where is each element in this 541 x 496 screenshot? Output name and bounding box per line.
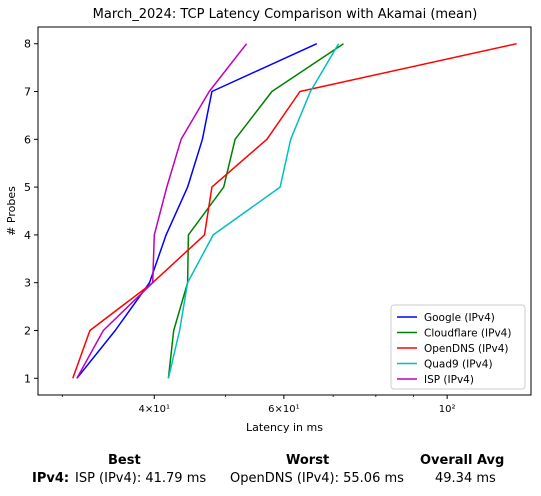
y-axis-label: # Probes (5, 186, 18, 236)
best-value: ISP (IPv4): 41.79 ms (75, 471, 207, 486)
legend-label: OpenDNS (IPv4) (424, 343, 509, 355)
series-group (72, 42, 517, 379)
x-tick-label: 6×10¹ (268, 404, 299, 415)
series-line (72, 42, 517, 379)
series-line (76, 43, 318, 379)
y-tick-label: 4 (24, 229, 31, 242)
overall-avg-header: Overall Avg (420, 453, 505, 468)
y-tick-label: 2 (24, 324, 31, 337)
legend-label: Cloudflare (IPv4) (424, 328, 511, 340)
legend-label: Quad9 (IPv4) (424, 359, 493, 371)
chart-title: March_2024: TCP Latency Comparison with … (93, 7, 478, 22)
x-axis-label: Latency in ms (246, 421, 323, 434)
x-axis: 4×10¹ 6×10¹ 10² (61, 395, 456, 415)
legend-box (390, 304, 526, 390)
series-line (76, 43, 248, 379)
worst-value: OpenDNS (IPv4): 55.06 ms (230, 471, 404, 486)
y-tick-label: 7 (24, 86, 31, 99)
summary-table: Best Worst Overall Avg IPv4: ISP (IPv4):… (0, 450, 541, 496)
legend: Google (IPv4) Cloudflare (IPv4) OpenDNS (I… (390, 304, 526, 390)
latency-chart: March_2024: TCP Latency Comparison with … (5, 7, 532, 434)
y-tick-label: 5 (24, 181, 31, 194)
y-axis: 1 2 3 4 5 6 7 8 (24, 38, 38, 385)
y-tick-label: 1 (24, 372, 31, 385)
y-tick-label: 8 (24, 38, 31, 51)
legend-label: ISP (IPv4) (424, 374, 474, 386)
overall-avg-value: 49.34 ms (435, 471, 496, 486)
plot-area (37, 26, 532, 396)
y-tick-label: 3 (24, 277, 31, 290)
x-tick-label: 4×10¹ (139, 404, 170, 415)
series-line (167, 43, 344, 379)
series-line (167, 43, 340, 379)
y-tick-label: 6 (24, 133, 31, 146)
worst-header: Worst (286, 453, 330, 468)
row-label: IPv4: (32, 471, 70, 486)
best-header: Best (108, 453, 141, 468)
x-tick-label: 10² (439, 404, 456, 415)
legend-label: Google (IPv4) (424, 312, 495, 324)
